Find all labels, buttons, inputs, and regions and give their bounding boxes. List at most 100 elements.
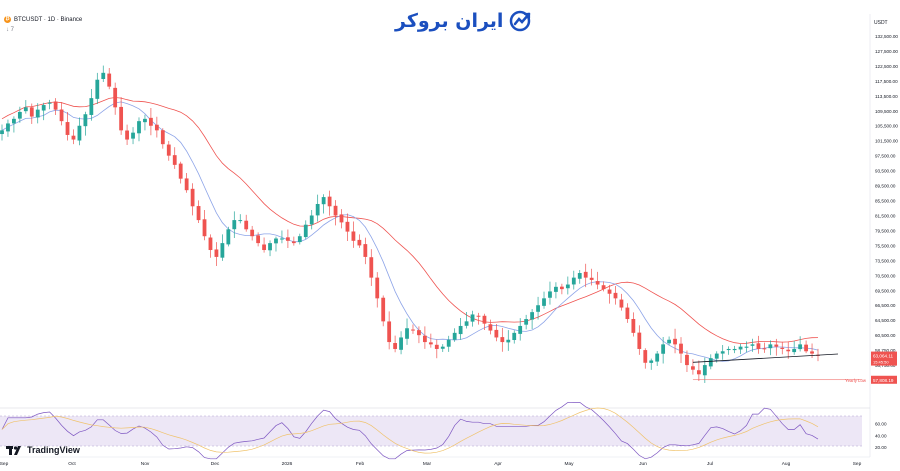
candle-body [559,286,564,290]
candle-body [744,346,749,348]
rsi-line [1,401,819,460]
rsi-pane[interactable]: 60.00 40.00 20.00 [0,401,887,460]
candle-body [422,335,427,343]
candle-body [220,243,225,258]
candle-body [131,132,135,139]
candle-body [702,365,707,376]
candle-body [369,257,374,278]
y-tick-label: 93,500.00 [875,169,896,174]
candle-body [351,231,356,241]
candle-body [643,350,648,363]
candle-body [601,285,606,290]
rsi-signal-line [1,407,819,454]
candle-body [387,321,392,343]
candle-body [696,370,701,375]
candle-body [190,188,195,207]
candle-body [6,123,10,132]
candle-body [333,205,338,216]
candle-body [554,286,558,292]
candle-body [35,109,40,118]
y-tick-label: 109,500.00 [875,109,898,114]
candle-body [107,73,112,87]
candle-body [285,237,290,241]
candle-body [571,277,576,285]
y-tick-label: 89,500.00 [875,184,896,189]
candle-body [315,203,320,216]
candle-body [488,324,493,331]
rsi-tick-label: 40.00 [875,433,887,438]
y-tick-label: 117,500.00 [875,79,898,84]
time-axis[interactable]: Sep Oct Nov Dec 2026 Feb Mar Apr May Jun Jul Aug Sep [0,456,870,467]
bitcoin-icon: ₿ [4,16,11,23]
candle-body [768,344,773,349]
x-tick-label: 2026 [282,461,293,467]
candle-body [77,125,82,141]
candle-body [536,305,540,312]
candle-body [446,339,451,347]
y-tick-label: 69,500.00 [875,288,896,293]
x-tick-label: Jul [707,461,713,467]
candle-body [113,87,118,108]
candle-body [655,353,660,362]
candle-body [256,235,261,244]
currency-unit[interactable]: USDT [874,20,888,26]
candle-body [631,318,636,333]
candle-body [172,155,177,165]
candle-body [137,121,141,134]
y-tick-label: 64,500.00 [875,318,896,323]
candle-body [428,342,433,345]
y-tick-label: 127,500.00 [875,49,898,54]
support-trendline[interactable] [692,353,839,363]
y-tick-label: 73,500.00 [875,258,896,263]
x-tick-label: May [564,461,574,467]
candle-body [458,325,463,335]
moving-average-fast-line [1,101,819,362]
candle-body [184,178,189,191]
y-tick-label: 75,500.00 [875,243,896,248]
candle-body [196,206,201,221]
candle-body [548,291,552,298]
moving-average-fast [1,101,819,362]
x-tick-label: Aug [782,461,791,467]
price-axis[interactable]: 132,500.00 127,500.00 122,500.00 117,500.00… [875,34,898,383]
candle-body [595,281,600,285]
candle-body [119,106,124,131]
candle-body [810,351,814,354]
x-tick-label: Sep [0,461,9,467]
y-tick-label: 58,750.00 [875,348,896,353]
candle-body [101,72,106,80]
y-tick-label: 101,500.00 [875,139,898,144]
candle-body [327,196,332,207]
candle-body [732,348,737,351]
candle-body [238,220,243,222]
x-tick-label: Feb [356,461,365,467]
candle-body [708,358,713,367]
candle-body [178,163,183,179]
y-tick-label: 113,500.00 [875,94,898,99]
symbol-title: BTCUSDT · 1D · Binance [14,16,83,23]
candle-body [649,360,654,363]
candle-body [232,220,237,230]
candle-body [381,297,386,322]
candle-body [756,343,761,349]
candle-body [506,339,511,343]
candle-body [345,221,350,232]
candle-body [774,344,779,347]
candle-body [149,117,153,126]
broker-brand: ایران بروکر [395,10,533,32]
candle-body [542,298,546,306]
candle-body [464,321,469,326]
symbol-legend[interactable]: ₿ BTCUSDT · 1D · Binance [4,16,82,23]
candle-body [0,130,4,135]
candle-body [792,348,797,353]
indicator-toggle[interactable]: ↓ 7 [6,27,15,33]
candle-body [500,337,505,343]
candle-body [280,238,284,240]
candle-body [226,229,231,245]
y-tick-label: 97,500.00 [875,154,896,159]
y-tick-label: 81,500.00 [875,213,896,218]
candle-body [47,102,52,104]
candle-body [494,329,499,338]
